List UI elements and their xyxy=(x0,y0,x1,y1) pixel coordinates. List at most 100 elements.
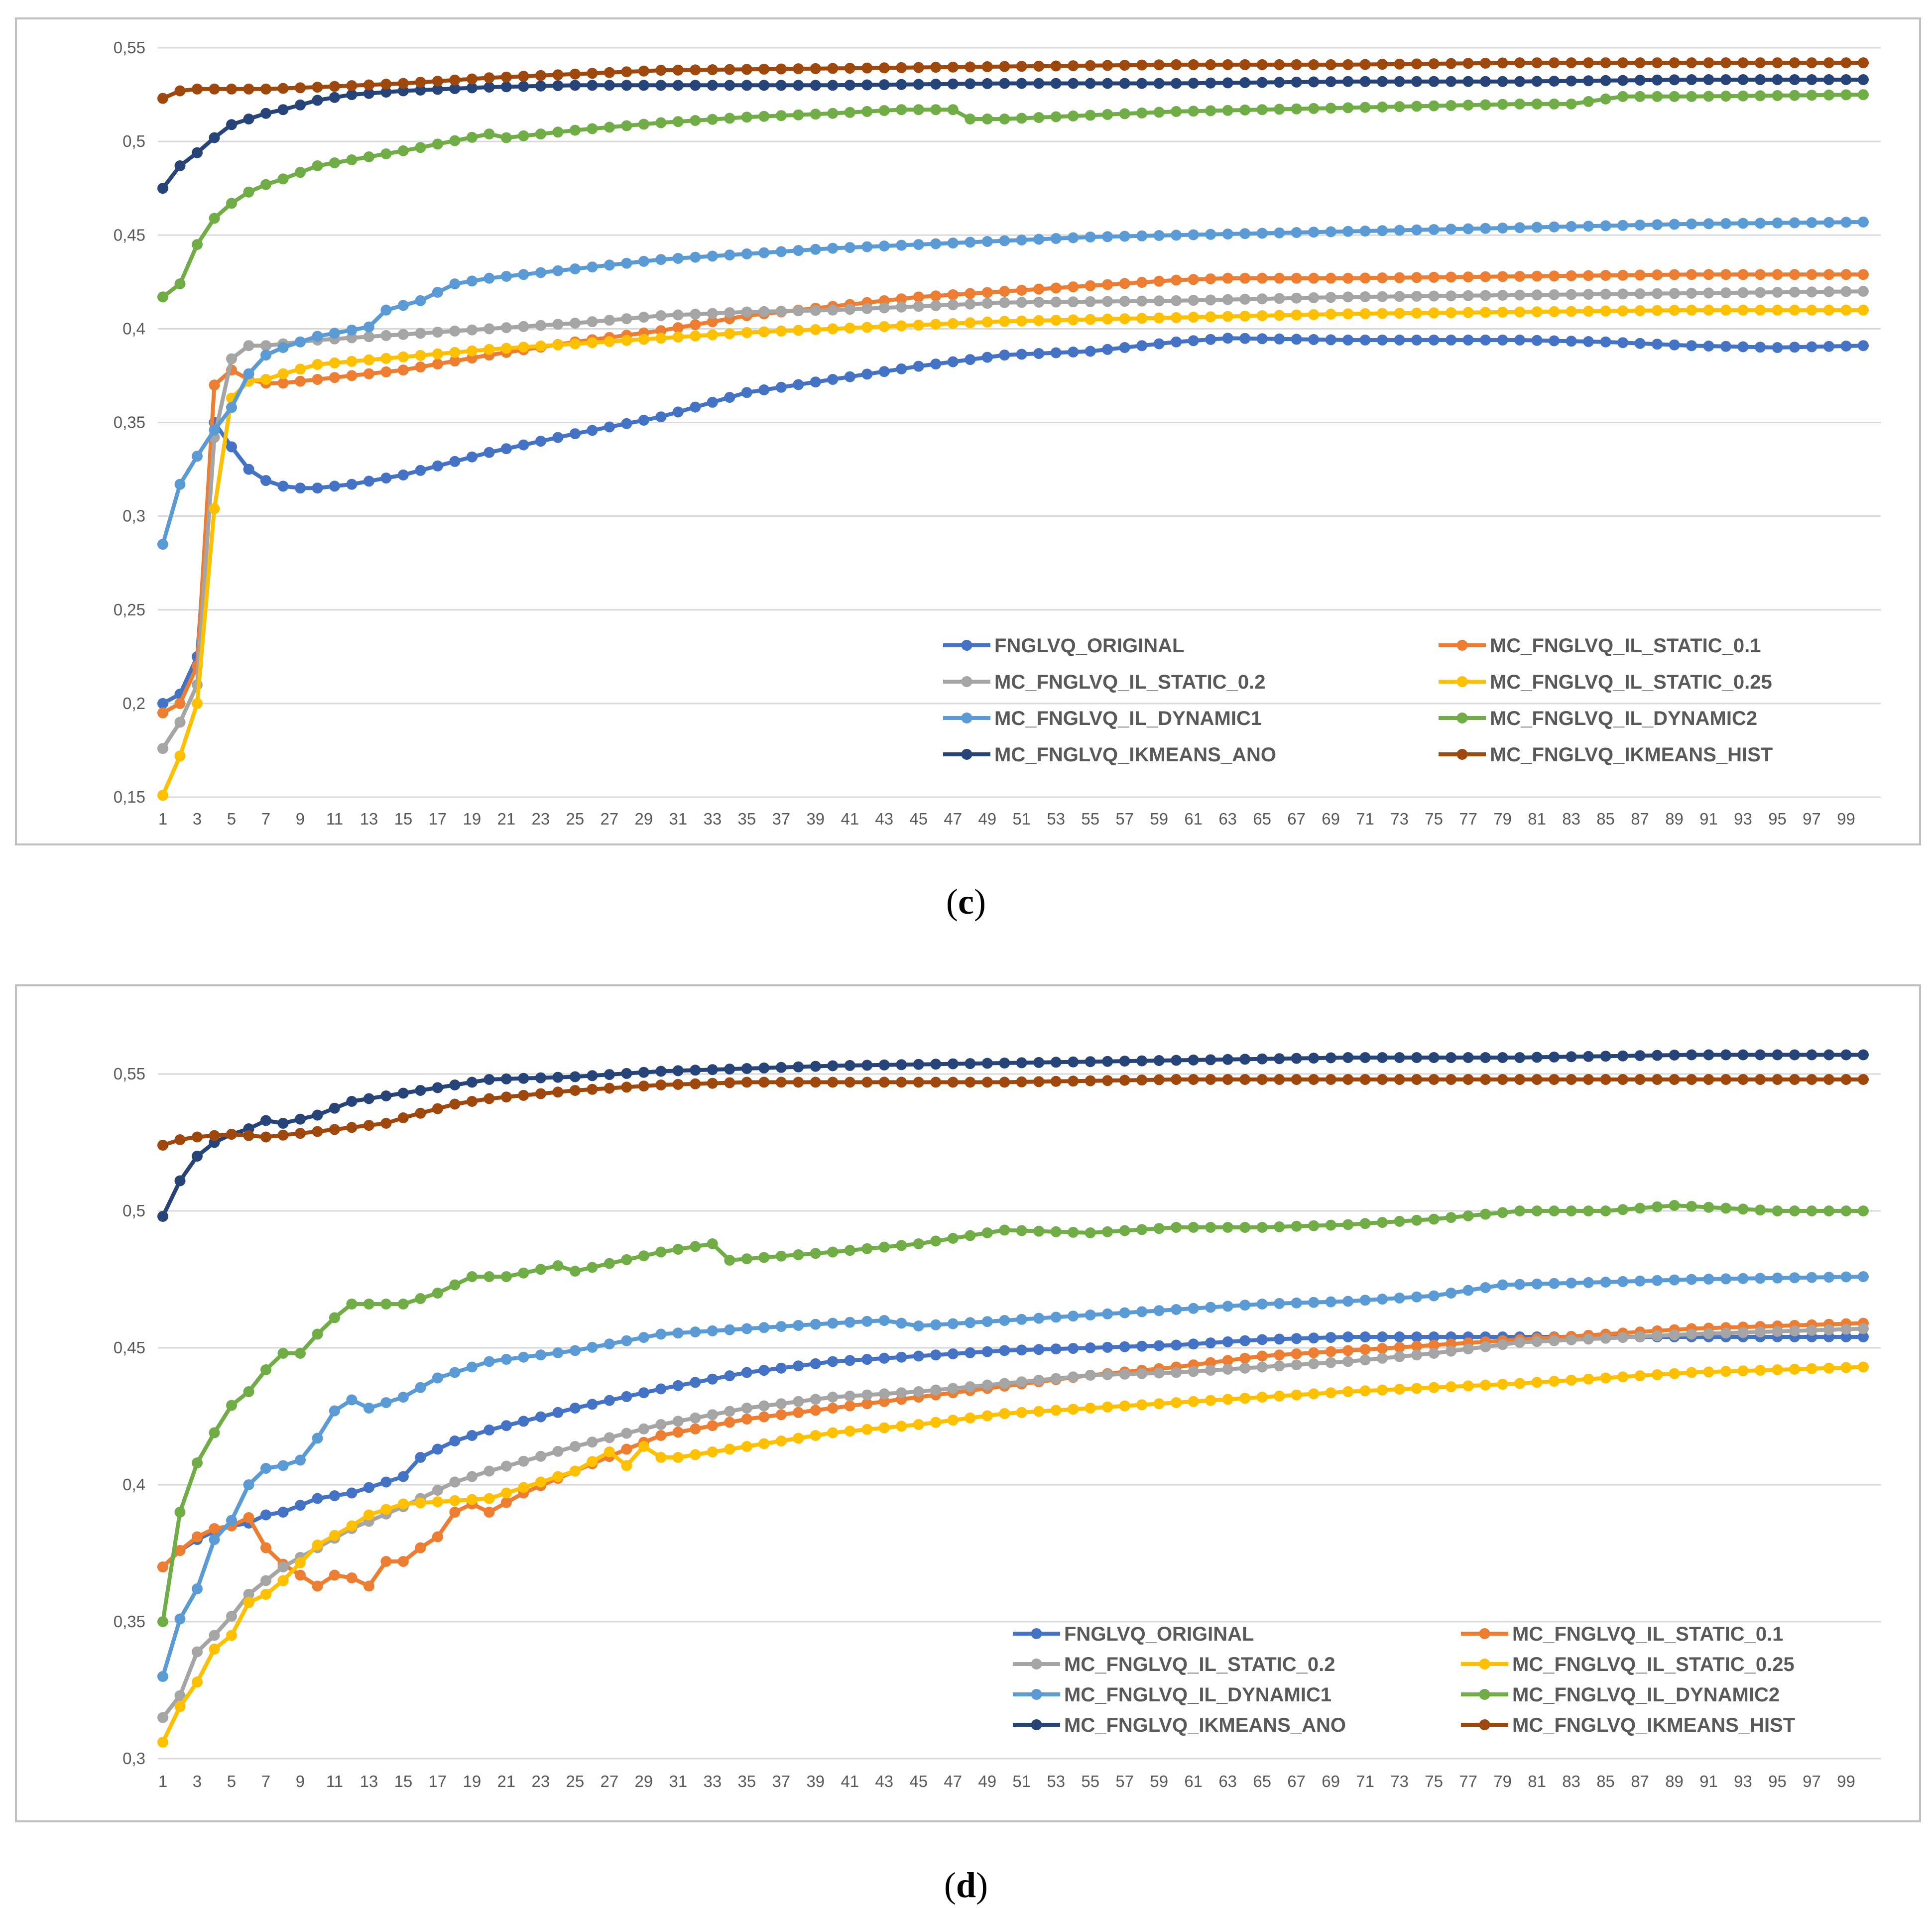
data-point xyxy=(1274,227,1285,238)
data-point xyxy=(810,376,821,388)
caption-c-letter: c xyxy=(958,882,974,922)
data-point xyxy=(1359,334,1371,346)
data-point xyxy=(415,85,426,96)
data-point xyxy=(1325,103,1336,114)
data-point xyxy=(1205,311,1216,323)
data-point xyxy=(1068,314,1079,326)
data-point xyxy=(1549,1376,1560,1387)
data-point xyxy=(1102,109,1113,120)
data-point xyxy=(226,83,237,95)
data-point xyxy=(432,1496,443,1508)
data-point xyxy=(1446,1345,1457,1357)
data-point xyxy=(1600,270,1611,281)
data-point xyxy=(724,307,735,318)
data-point xyxy=(260,1509,271,1521)
data-point xyxy=(947,104,959,116)
data-point xyxy=(604,1395,615,1406)
data-point xyxy=(1274,1333,1285,1345)
data-point xyxy=(1755,287,1766,298)
data-point xyxy=(1583,306,1594,317)
data-point xyxy=(552,1407,564,1418)
data-point xyxy=(1119,1368,1130,1380)
data-point xyxy=(1291,76,1302,88)
data-point xyxy=(1652,288,1663,299)
legend-label: MC_FNGLVQ_IL_STATIC_0.2 xyxy=(994,671,1266,693)
data-point xyxy=(1772,1074,1783,1085)
data-point xyxy=(1308,1332,1320,1344)
data-point xyxy=(1428,1290,1440,1302)
data-point xyxy=(449,456,461,467)
x-tick-label: 97 xyxy=(1803,810,1821,828)
data-point xyxy=(1394,308,1405,319)
x-tick-label: 23 xyxy=(532,810,550,828)
data-point xyxy=(896,62,907,73)
data-point xyxy=(260,1542,271,1553)
data-point xyxy=(724,80,735,91)
legend-item: MC_FNGLVQ_IL_DYNAMIC2 xyxy=(1439,708,1757,729)
data-point xyxy=(1033,1344,1045,1355)
data-point xyxy=(896,301,907,313)
data-point xyxy=(483,1074,495,1085)
data-point xyxy=(1325,272,1336,284)
x-tick-label: 43 xyxy=(875,1772,893,1790)
legend-label: MC_FNGLVQ_IKMEANS_HIST xyxy=(1512,1714,1795,1736)
data-point xyxy=(707,396,718,408)
data-point xyxy=(965,1317,976,1328)
data-point xyxy=(775,1250,787,1262)
data-point xyxy=(415,1293,426,1304)
data-point xyxy=(260,374,271,385)
data-point xyxy=(1325,1357,1336,1368)
data-point xyxy=(329,357,340,368)
data-point xyxy=(1755,1326,1766,1338)
data-point xyxy=(844,1316,855,1328)
data-point xyxy=(827,80,839,91)
data-point xyxy=(346,332,358,344)
x-tick-label: 53 xyxy=(1047,810,1065,828)
data-point xyxy=(1188,59,1199,70)
data-point xyxy=(1737,218,1749,229)
data-point xyxy=(157,93,168,104)
data-point xyxy=(827,1060,839,1072)
data-point xyxy=(1531,289,1543,301)
data-point xyxy=(1377,59,1388,70)
data-point xyxy=(861,1389,873,1401)
data-point xyxy=(878,1315,890,1326)
data-point xyxy=(1737,57,1749,69)
data-point xyxy=(1755,57,1766,69)
data-point xyxy=(518,130,529,141)
data-point xyxy=(1342,102,1354,114)
data-point xyxy=(432,84,443,95)
data-point xyxy=(1703,1201,1714,1213)
data-point xyxy=(621,335,632,346)
gridlines-c xyxy=(158,47,1881,798)
series-line xyxy=(161,1275,1864,1677)
data-point xyxy=(1102,1226,1113,1237)
data-point xyxy=(672,309,684,321)
data-point xyxy=(1359,291,1371,302)
line-chart-c: 0,150,20,250,30,350,40,450,50,551 3 5 7 9 11 1… xyxy=(114,38,1881,828)
data-point xyxy=(1342,334,1354,346)
data-point xyxy=(1755,1365,1766,1376)
data-point xyxy=(638,1423,649,1434)
data-point xyxy=(1428,307,1440,319)
data-point xyxy=(1102,313,1113,325)
data-point xyxy=(174,1690,186,1701)
data-point xyxy=(947,289,959,300)
data-point xyxy=(1411,290,1423,302)
data-point xyxy=(1720,74,1731,85)
data-point xyxy=(1136,230,1148,241)
data-point xyxy=(1085,296,1096,307)
data-point xyxy=(1291,1220,1302,1232)
data-point xyxy=(655,1430,667,1441)
x-tick-label: 25 xyxy=(566,1772,585,1790)
data-point xyxy=(707,250,718,262)
data-point xyxy=(569,1071,581,1082)
data-point xyxy=(1840,1074,1852,1085)
data-point xyxy=(1823,1272,1834,1283)
data-point xyxy=(878,79,890,91)
data-point xyxy=(569,1085,581,1096)
data-point xyxy=(724,1417,735,1428)
data-point xyxy=(741,327,752,338)
data-point xyxy=(432,287,443,298)
legend-label: MC_FNGLVQ_IL_STATIC_0.25 xyxy=(1512,1654,1795,1675)
